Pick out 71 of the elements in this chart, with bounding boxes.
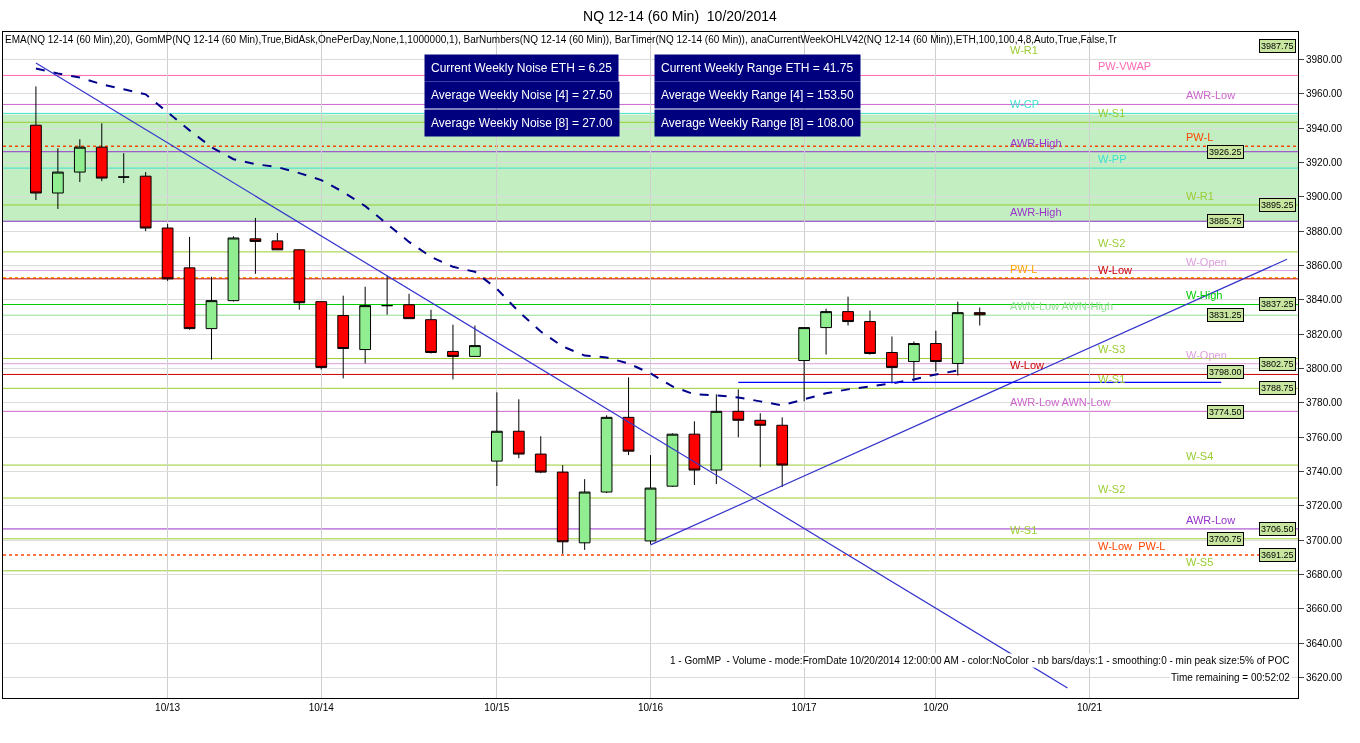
y-tick-label: 3820.00 (1306, 328, 1343, 340)
annotation: 3706.50 (1261, 524, 1294, 534)
ref-line-label: W-Low (1010, 359, 1045, 371)
x-tick-label: 10/14 (308, 702, 335, 713)
x-tick-label: 10/20 (923, 702, 949, 713)
annotation: 3831.25 (1209, 310, 1242, 320)
annotation: 3774.50 (1209, 407, 1242, 417)
ref-line-label: W-S2 (1098, 237, 1126, 249)
y-tick-label: 3620.00 (1306, 671, 1343, 683)
annotation: 3691.25 (1261, 550, 1294, 560)
x-tick-label: 10/17 (791, 702, 818, 713)
y-tick-label: 3720.00 (1306, 500, 1343, 512)
annotation: 3798.00 (1209, 367, 1242, 377)
y-tick-label: 3980.00 (1306, 53, 1343, 65)
annotation: Average Weekly Range [8] = 108.00 (661, 116, 855, 130)
y-tick-label: 3920.00 (1306, 156, 1343, 168)
ref-line-label: AWR-Low (1186, 514, 1236, 526)
y-tick-label: 3880.00 (1306, 225, 1343, 237)
y-tick-label: 3860.00 (1306, 259, 1343, 271)
y-tick-label: 3760.00 (1306, 431, 1343, 443)
ref-line-label: W-PP (1098, 153, 1127, 165)
x-tick-label: 10/16 (637, 702, 664, 713)
y-tick-label: 3640.00 (1306, 637, 1343, 649)
ref-line-label: PW-L (1186, 131, 1214, 143)
ref-line-label: W-Open (1186, 256, 1227, 268)
ref-line-label: W-Open (1186, 349, 1227, 361)
ref-line-label: PW-VWAP (1098, 60, 1152, 72)
annotation: Time remaining = 00:52:02 (1171, 672, 1291, 683)
ref-line-label: W-S1 (1098, 373, 1126, 385)
ref-line-label: AWR-High (1010, 137, 1062, 149)
ref-line-label: W-S5 (1186, 556, 1214, 568)
annotation: Current Weekly Noise ETH = 6.25 (431, 61, 613, 75)
annotation: Average Weekly Noise [8] = 27.00 (431, 116, 613, 130)
annotation: 3700.75 (1209, 534, 1242, 544)
y-tick-label: 3780.00 (1306, 397, 1343, 409)
annotation: Current Weekly Range ETH = 41.75 (661, 61, 854, 75)
annotation: 3885.75 (1209, 216, 1242, 226)
annotation: 3926.25 (1209, 147, 1242, 157)
annotation: 3788.75 (1261, 383, 1294, 393)
ref-line-label: AWR-Low AWN-Low (1010, 396, 1111, 408)
ref-line-label: W-Low (1098, 264, 1133, 276)
y-tick-label: 3800.00 (1306, 362, 1343, 374)
ref-line-label: W-Low PW-L (1098, 540, 1166, 552)
y-tick-label: 3900.00 (1306, 191, 1343, 203)
ref-line-label: W-R1 (1010, 44, 1038, 56)
x-tick-label: 10/21 (1076, 702, 1103, 713)
annotation: EMA(NQ 12-14 (60 Min),20), GomMP(NQ 12-14 (60 Min),True,BidAsk,OnePerDay,None,1,1000000,1), BarNumbers(NQ 12-14 (60 Min)), BarTimer(NQ 12-14 (60 Min)), anaCurrentWeekOHLV42(NQ 12-14 (60 Min)),ETH,100,100,4,8,Auto,True,False,Tr (5, 34, 1118, 45)
ref-line-label: W-S4 (1186, 450, 1214, 462)
annotation: 3837.25 (1261, 299, 1294, 309)
y-tick-label: 3660.00 (1306, 603, 1343, 615)
x-tick-label: 10/13 (155, 702, 181, 713)
y-tick-label: 3840.00 (1306, 294, 1343, 306)
annotation: Average Weekly Noise [4] = 27.50 (431, 88, 613, 102)
ref-line-label: W-S3 (1098, 343, 1126, 355)
ref-line-label: AWR-High (1010, 206, 1062, 218)
y-tick-label: 3740.00 (1306, 465, 1343, 477)
ref-line-label: AWR-Low (1186, 89, 1236, 101)
annotation: 3895.25 (1261, 200, 1294, 210)
annotation: 3802.75 (1261, 359, 1294, 369)
y-tick-label: 3960.00 (1306, 88, 1343, 100)
y-tick-label: 3940.00 (1306, 122, 1343, 134)
ref-line-label: W-R1 (1186, 190, 1214, 202)
chart-title: NQ 12-14 (60 Min) 10/20/2014 (583, 7, 778, 24)
annotation: 3987.75 (1261, 41, 1294, 51)
x-tick-label: 10/15 (484, 702, 510, 713)
ref-line-label: PW-L (1010, 263, 1038, 275)
annotation: 1 - GomMP - Volume - mode:FromDate 10/20/2014 12:00:00 AM - color:NoColor - nb bars/days:1 - smoothing:0 - min peak size:5% of POC (670, 655, 1290, 666)
annotation: Average Weekly Range [4] = 153.50 (661, 88, 855, 102)
ref-line-label: W-S2 (1098, 483, 1126, 495)
y-tick-label: 3700.00 (1306, 534, 1343, 546)
y-tick-label: 3680.00 (1306, 568, 1343, 580)
